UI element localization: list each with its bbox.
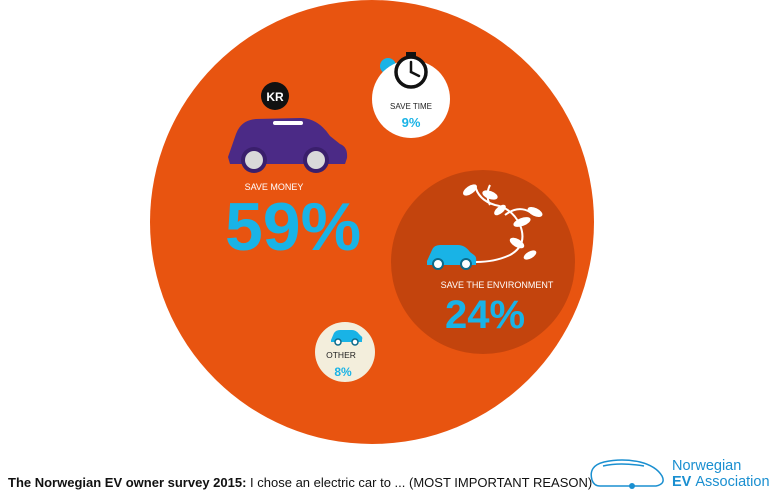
label-other: OTHER <box>326 350 356 360</box>
logo-line2-bold: EV <box>672 474 692 490</box>
value-save-time: 9% <box>402 115 421 130</box>
leaf-icons <box>463 184 543 260</box>
label-save-time: SAVE TIME <box>390 102 432 111</box>
stopwatch-icon <box>394 52 428 89</box>
footer-bold: The Norwegian EV owner survey 2015: <box>8 475 247 490</box>
footer-text: I chose an electric car to ... (MOST IMP… <box>250 475 593 490</box>
value-save-environment: 24% <box>445 293 525 337</box>
bubble-save-time <box>372 60 450 138</box>
coin-icon: KR <box>261 82 289 110</box>
value-save-money: 59% <box>225 189 361 265</box>
coin-badge-text: KR <box>266 90 284 104</box>
label-save-environment: SAVE THE ENVIRONMENT <box>441 280 554 290</box>
label-save-money: SAVE MONEY <box>245 182 304 192</box>
logo-line2: EV Association <box>672 474 770 490</box>
logo: Norwegian EV Association <box>672 458 770 490</box>
small-car-icon <box>427 245 477 270</box>
logo-car-icon <box>590 459 664 487</box>
plug-icon <box>629 483 635 489</box>
logo-line1: Norwegian <box>672 458 742 474</box>
logo-line2-rest: Association <box>695 474 770 490</box>
tiny-car-icon <box>331 330 363 346</box>
car-icon <box>228 118 348 173</box>
value-other: 8% <box>334 365 352 379</box>
footer-caption: The Norwegian EV owner survey 2015: I ch… <box>8 475 592 490</box>
